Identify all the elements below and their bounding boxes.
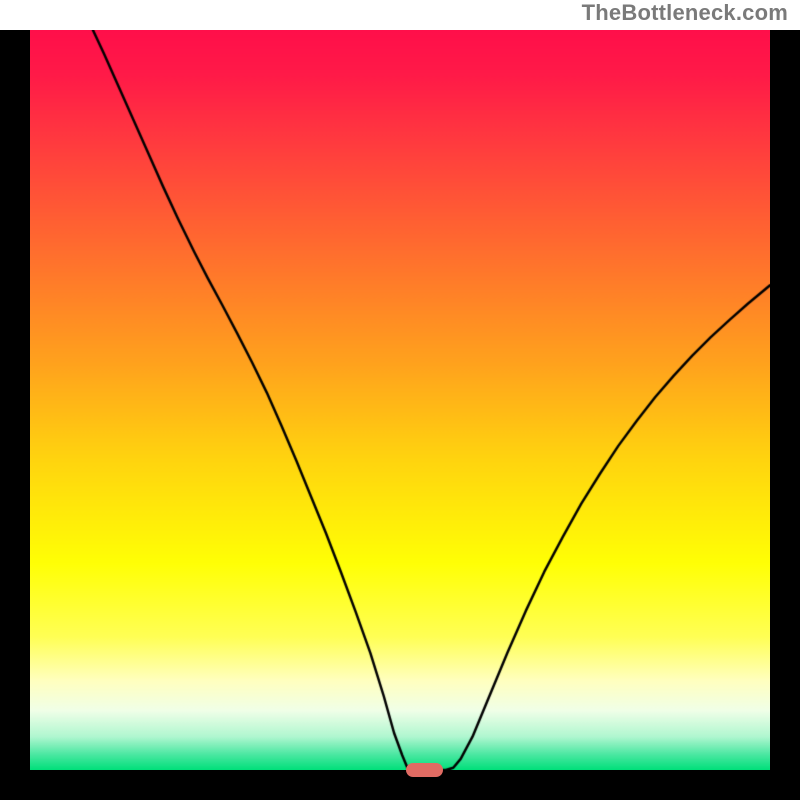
plot-area bbox=[30, 30, 770, 770]
optimum-marker bbox=[406, 763, 443, 778]
plot-border-bottom bbox=[0, 770, 800, 800]
watermark-label: TheBottleneck.com bbox=[582, 0, 788, 26]
plot-border-left bbox=[0, 30, 30, 800]
plot-border-right bbox=[770, 30, 800, 800]
chart-container: TheBottleneck.com bbox=[0, 0, 800, 800]
bottleneck-curve bbox=[30, 30, 770, 770]
